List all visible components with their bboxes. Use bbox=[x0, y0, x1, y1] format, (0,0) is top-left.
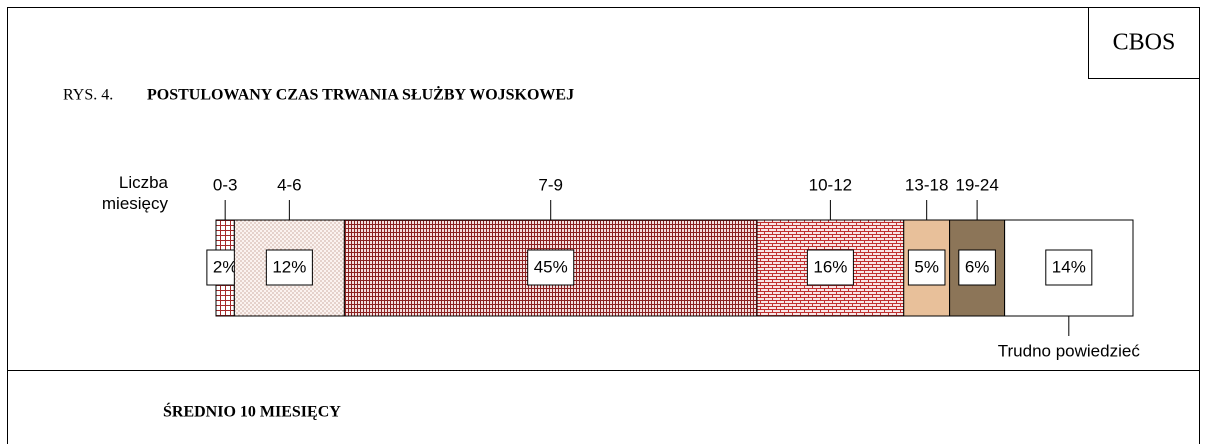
figure-label: RYS. 4. bbox=[63, 87, 113, 104]
frame bbox=[7, 7, 1200, 444]
value-label: 14% bbox=[1052, 257, 1086, 276]
value-label-box bbox=[265, 249, 313, 286]
category-label: Trudno powiedzieć bbox=[998, 341, 1141, 360]
value-label-box bbox=[806, 249, 854, 286]
annotation: ŚREDNIO 10 MIESIĘCY bbox=[163, 402, 341, 421]
value-label: 16% bbox=[813, 257, 847, 276]
category-label: 0-3 bbox=[213, 175, 238, 194]
value-label: 5% bbox=[914, 257, 939, 276]
chart-title: POSTULOWANY CZAS TRWANIA SŁUŻBY WOJSKOWE… bbox=[147, 85, 574, 104]
value-label-box bbox=[527, 249, 575, 286]
value-label-box bbox=[958, 249, 996, 286]
category-label: 19-24 bbox=[955, 175, 998, 194]
source: CBOS bbox=[1113, 30, 1176, 56]
value-label: 45% bbox=[534, 257, 568, 276]
value-label: 12% bbox=[272, 257, 306, 276]
value-label-box bbox=[907, 249, 946, 286]
value-label-box bbox=[1045, 249, 1093, 286]
category-label: 4-6 bbox=[277, 175, 302, 194]
category-label: 7-9 bbox=[538, 175, 563, 194]
axis-label: Liczba miesięcy bbox=[101, 173, 168, 213]
category-label: 10-12 bbox=[809, 175, 852, 194]
category-label: 13-18 bbox=[905, 175, 948, 194]
value-label: 6% bbox=[965, 257, 990, 276]
value-label: 2% bbox=[213, 257, 238, 276]
